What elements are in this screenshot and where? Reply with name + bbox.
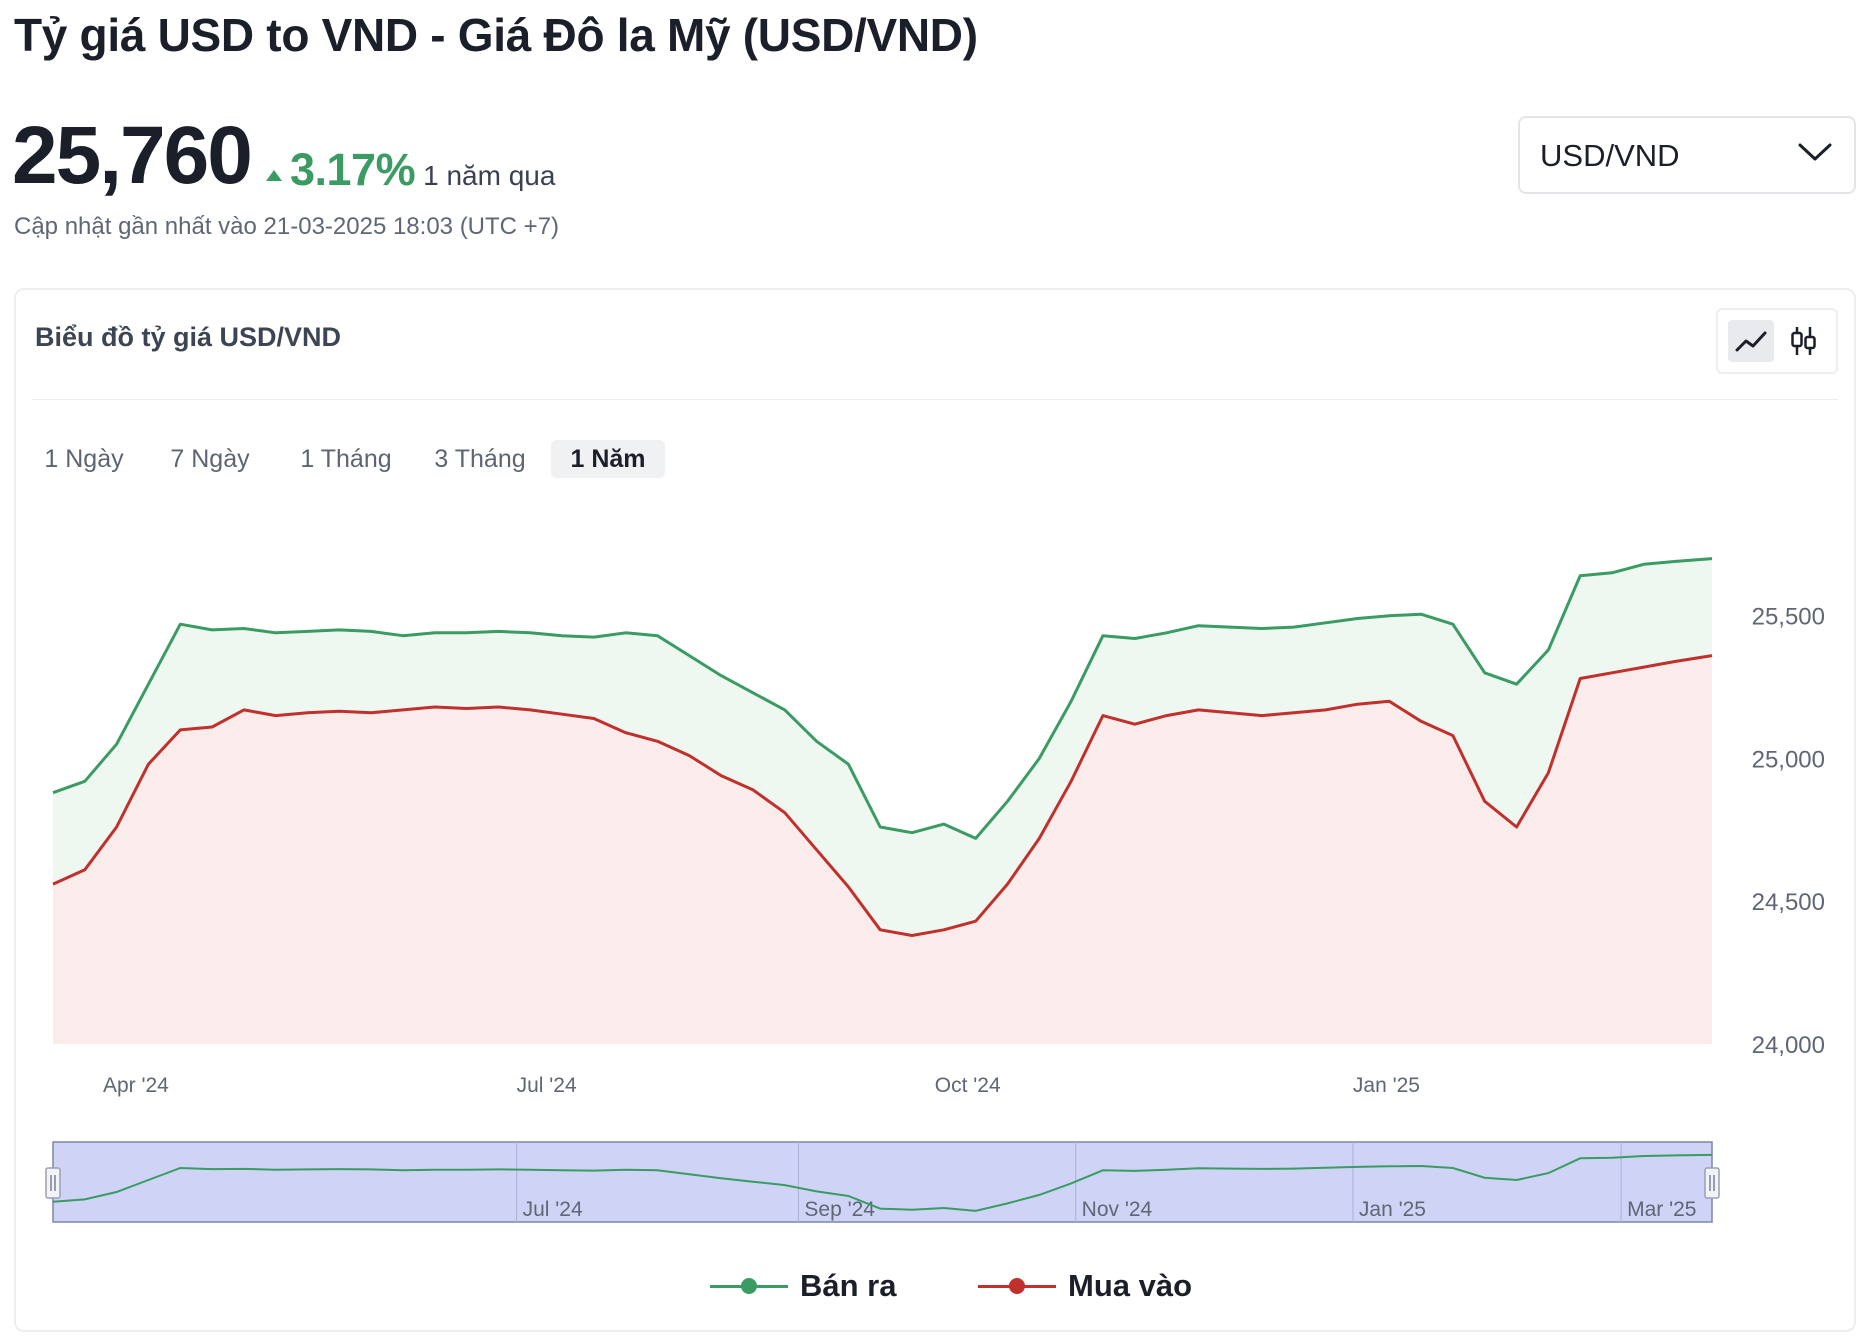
chevron-down-icon xyxy=(1798,143,1832,161)
series-line-buy xyxy=(52,654,1713,937)
current-price: 25,760 xyxy=(12,110,253,201)
legend-dot-sell xyxy=(741,1278,757,1294)
range-tab-3-months[interactable]: 3 Tháng xyxy=(434,445,526,473)
x-tick-label: Oct '24 xyxy=(935,1074,1001,1097)
change-percent: 3.17% xyxy=(290,144,416,195)
legend-label-sell: Bán ra xyxy=(800,1268,897,1303)
range-tab-1-day[interactable]: 1 Ngày xyxy=(44,445,124,473)
legend-item-buy[interactable]: Mua vào xyxy=(978,1268,1192,1304)
change-period: 1 năm qua xyxy=(423,160,556,191)
line-chart-icon xyxy=(1735,331,1767,352)
last-updated: Cập nhật gần nhất vào 21-03-2025 18:03 (… xyxy=(14,213,560,240)
chart-type-toggle xyxy=(1716,308,1838,374)
chart-card-title: Biểu đồ tỷ giá USD/VND xyxy=(35,322,342,352)
range-tab-7-days[interactable]: 7 Ngày xyxy=(170,445,250,473)
arrow-up-icon xyxy=(266,170,282,181)
legend-swatch-buy xyxy=(978,1278,1056,1294)
candlestick-icon xyxy=(1791,327,1816,355)
price-change: 3.17% 1 năm qua xyxy=(266,144,555,196)
y-tick-label: 24,000 xyxy=(1752,1032,1825,1059)
y-tick-label: 25,000 xyxy=(1752,746,1825,773)
navigator-series-line xyxy=(52,1153,1713,1212)
legend-swatch-sell xyxy=(710,1278,788,1294)
currency-pair-value: USD/VND xyxy=(1540,138,1680,173)
chart-legend: Bán ra Mua vào xyxy=(0,1268,1870,1308)
sell-area-fill xyxy=(53,558,1712,936)
navigator-tick-label: Sep '24 xyxy=(804,1198,875,1221)
legend-item-sell[interactable]: Bán ra xyxy=(710,1268,896,1304)
legend-label-buy: Mua vào xyxy=(1068,1268,1193,1303)
series-line-sell xyxy=(52,557,1713,840)
page-title: Tỷ giá USD to VND - Giá Đô la Mỹ (USD/VN… xyxy=(14,9,978,61)
y-tick-label: 24,500 xyxy=(1752,889,1825,916)
navigator-tick-label: Jan '25 xyxy=(1359,1198,1426,1221)
navigator-handle-left[interactable] xyxy=(45,1167,61,1199)
x-tick-label: Apr '24 xyxy=(103,1074,169,1097)
navigator-tick-label: Nov '24 xyxy=(1082,1198,1153,1221)
x-tick-label: Jan '25 xyxy=(1353,1074,1420,1097)
legend-dot-buy xyxy=(1009,1278,1025,1294)
candlestick-chart-button[interactable] xyxy=(1780,320,1826,362)
navigator-tick-label: Mar '25 xyxy=(1627,1198,1696,1221)
buy-area-fill xyxy=(53,655,1712,1044)
line-chart-button[interactable] xyxy=(1728,320,1774,362)
card-divider xyxy=(32,399,1838,400)
currency-pair-select[interactable]: USD/VND xyxy=(1518,116,1856,194)
y-tick-label: 25,500 xyxy=(1752,604,1825,631)
navigator-window xyxy=(52,1141,1713,1223)
navigator-tick-label: Jul '24 xyxy=(523,1198,583,1221)
range-tab-1-year[interactable]: 1 Năm xyxy=(551,440,665,478)
x-tick-label: Jul '24 xyxy=(517,1074,577,1097)
range-tab-1-month[interactable]: 1 Tháng xyxy=(300,445,392,473)
navigator-handle-right[interactable] xyxy=(1704,1167,1720,1199)
